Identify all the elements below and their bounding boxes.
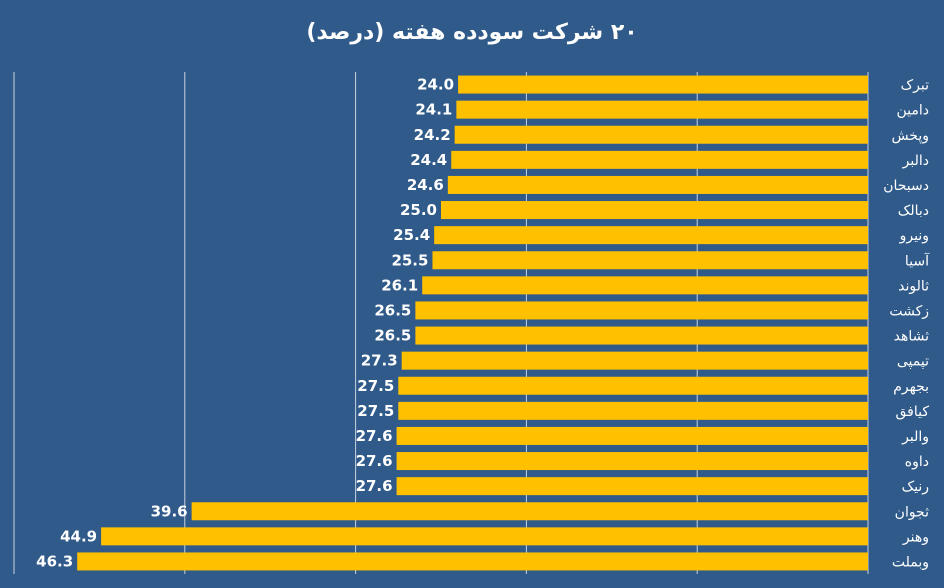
data-label: 27.6 bbox=[356, 427, 393, 445]
data-label: 24.0 bbox=[417, 76, 454, 94]
category-label: ثشاهد bbox=[894, 329, 929, 345]
bar bbox=[396, 477, 868, 496]
data-label: 24.4 bbox=[410, 151, 447, 169]
data-label: 26.1 bbox=[381, 276, 418, 294]
bar bbox=[458, 75, 868, 94]
bar bbox=[101, 527, 868, 546]
category-label: وهنر bbox=[902, 529, 929, 545]
category-label: تبرک bbox=[901, 78, 929, 94]
data-label: 44.9 bbox=[60, 527, 97, 545]
category-label: رنیک bbox=[902, 479, 929, 495]
data-label: 25.5 bbox=[391, 251, 428, 269]
data-label: 46.3 bbox=[36, 552, 73, 570]
bar bbox=[191, 502, 868, 521]
bar bbox=[441, 201, 868, 220]
category-label: زکشت bbox=[889, 303, 929, 319]
data-label: 27.6 bbox=[356, 452, 393, 470]
data-label: 27.5 bbox=[357, 377, 394, 395]
bar bbox=[398, 376, 868, 395]
data-label: 24.2 bbox=[414, 126, 451, 144]
category-label: ثالوند bbox=[898, 278, 929, 294]
bar bbox=[432, 251, 868, 270]
bar bbox=[456, 100, 868, 119]
data-label: 25.4 bbox=[393, 226, 430, 244]
data-label: 27.3 bbox=[361, 352, 398, 370]
data-label: 25.0 bbox=[400, 201, 437, 219]
category-label: آسیا bbox=[905, 252, 930, 269]
bar bbox=[447, 175, 868, 194]
bar bbox=[396, 452, 868, 471]
category-label: بجهرم bbox=[893, 379, 929, 395]
chart-title: ۲۰ شرکت سودده هفته (درصد) bbox=[306, 20, 638, 45]
category-label: دالبر bbox=[902, 153, 929, 169]
bar bbox=[396, 426, 868, 445]
category-label: وپخش bbox=[891, 128, 929, 144]
bar bbox=[415, 326, 868, 345]
bar bbox=[434, 226, 868, 245]
category-label: ونیرو bbox=[899, 228, 929, 244]
category-label: دامین bbox=[896, 103, 929, 119]
data-label: 26.5 bbox=[374, 327, 411, 345]
category-label: داوه bbox=[905, 454, 929, 470]
category-label: ثجوان bbox=[895, 504, 929, 520]
bar bbox=[451, 150, 868, 169]
category-label: کیافق bbox=[895, 404, 929, 420]
category-label: والبر bbox=[901, 429, 929, 445]
category-label: تپمپی bbox=[897, 354, 929, 370]
data-label: 24.1 bbox=[415, 101, 452, 119]
bar bbox=[401, 351, 868, 370]
data-label: 39.6 bbox=[151, 502, 188, 520]
data-label: 24.6 bbox=[407, 176, 444, 194]
category-label: دبالک bbox=[898, 203, 929, 219]
bar bbox=[398, 401, 868, 420]
bar bbox=[77, 552, 869, 571]
data-label: 26.5 bbox=[374, 301, 411, 319]
bar bbox=[454, 125, 868, 144]
data-label: 27.5 bbox=[357, 402, 394, 420]
category-label: دسبحان bbox=[883, 178, 929, 194]
data-label: 27.6 bbox=[356, 477, 393, 495]
bar bbox=[422, 276, 868, 295]
bar bbox=[415, 301, 868, 320]
category-label: وبملت bbox=[892, 554, 929, 570]
